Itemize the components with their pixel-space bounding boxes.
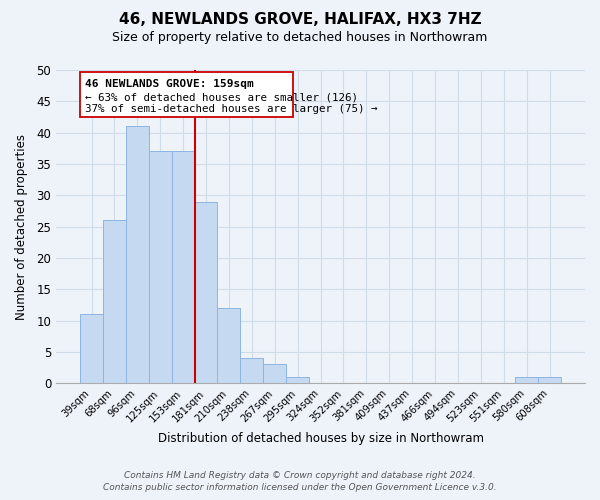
Text: Size of property relative to detached houses in Northowram: Size of property relative to detached ho… — [112, 31, 488, 44]
Text: Contains HM Land Registry data © Crown copyright and database right 2024.: Contains HM Land Registry data © Crown c… — [124, 471, 476, 480]
Bar — [538, 377, 561, 383]
Bar — [126, 126, 149, 383]
FancyBboxPatch shape — [80, 72, 293, 117]
Bar — [286, 377, 309, 383]
Bar — [217, 308, 241, 383]
Bar — [149, 152, 172, 383]
Text: 46 NEWLANDS GROVE: 159sqm: 46 NEWLANDS GROVE: 159sqm — [85, 80, 253, 90]
Bar — [172, 152, 194, 383]
Bar — [515, 377, 538, 383]
Text: 37% of semi-detached houses are larger (75) →: 37% of semi-detached houses are larger (… — [85, 104, 377, 115]
Y-axis label: Number of detached properties: Number of detached properties — [15, 134, 28, 320]
Bar — [263, 364, 286, 383]
Bar — [241, 358, 263, 383]
Bar — [80, 314, 103, 383]
Text: Contains public sector information licensed under the Open Government Licence v.: Contains public sector information licen… — [103, 484, 497, 492]
Bar — [103, 220, 126, 383]
X-axis label: Distribution of detached houses by size in Northowram: Distribution of detached houses by size … — [158, 432, 484, 445]
Text: 46, NEWLANDS GROVE, HALIFAX, HX3 7HZ: 46, NEWLANDS GROVE, HALIFAX, HX3 7HZ — [119, 12, 481, 28]
Bar — [194, 202, 217, 383]
Text: ← 63% of detached houses are smaller (126): ← 63% of detached houses are smaller (12… — [85, 92, 358, 102]
